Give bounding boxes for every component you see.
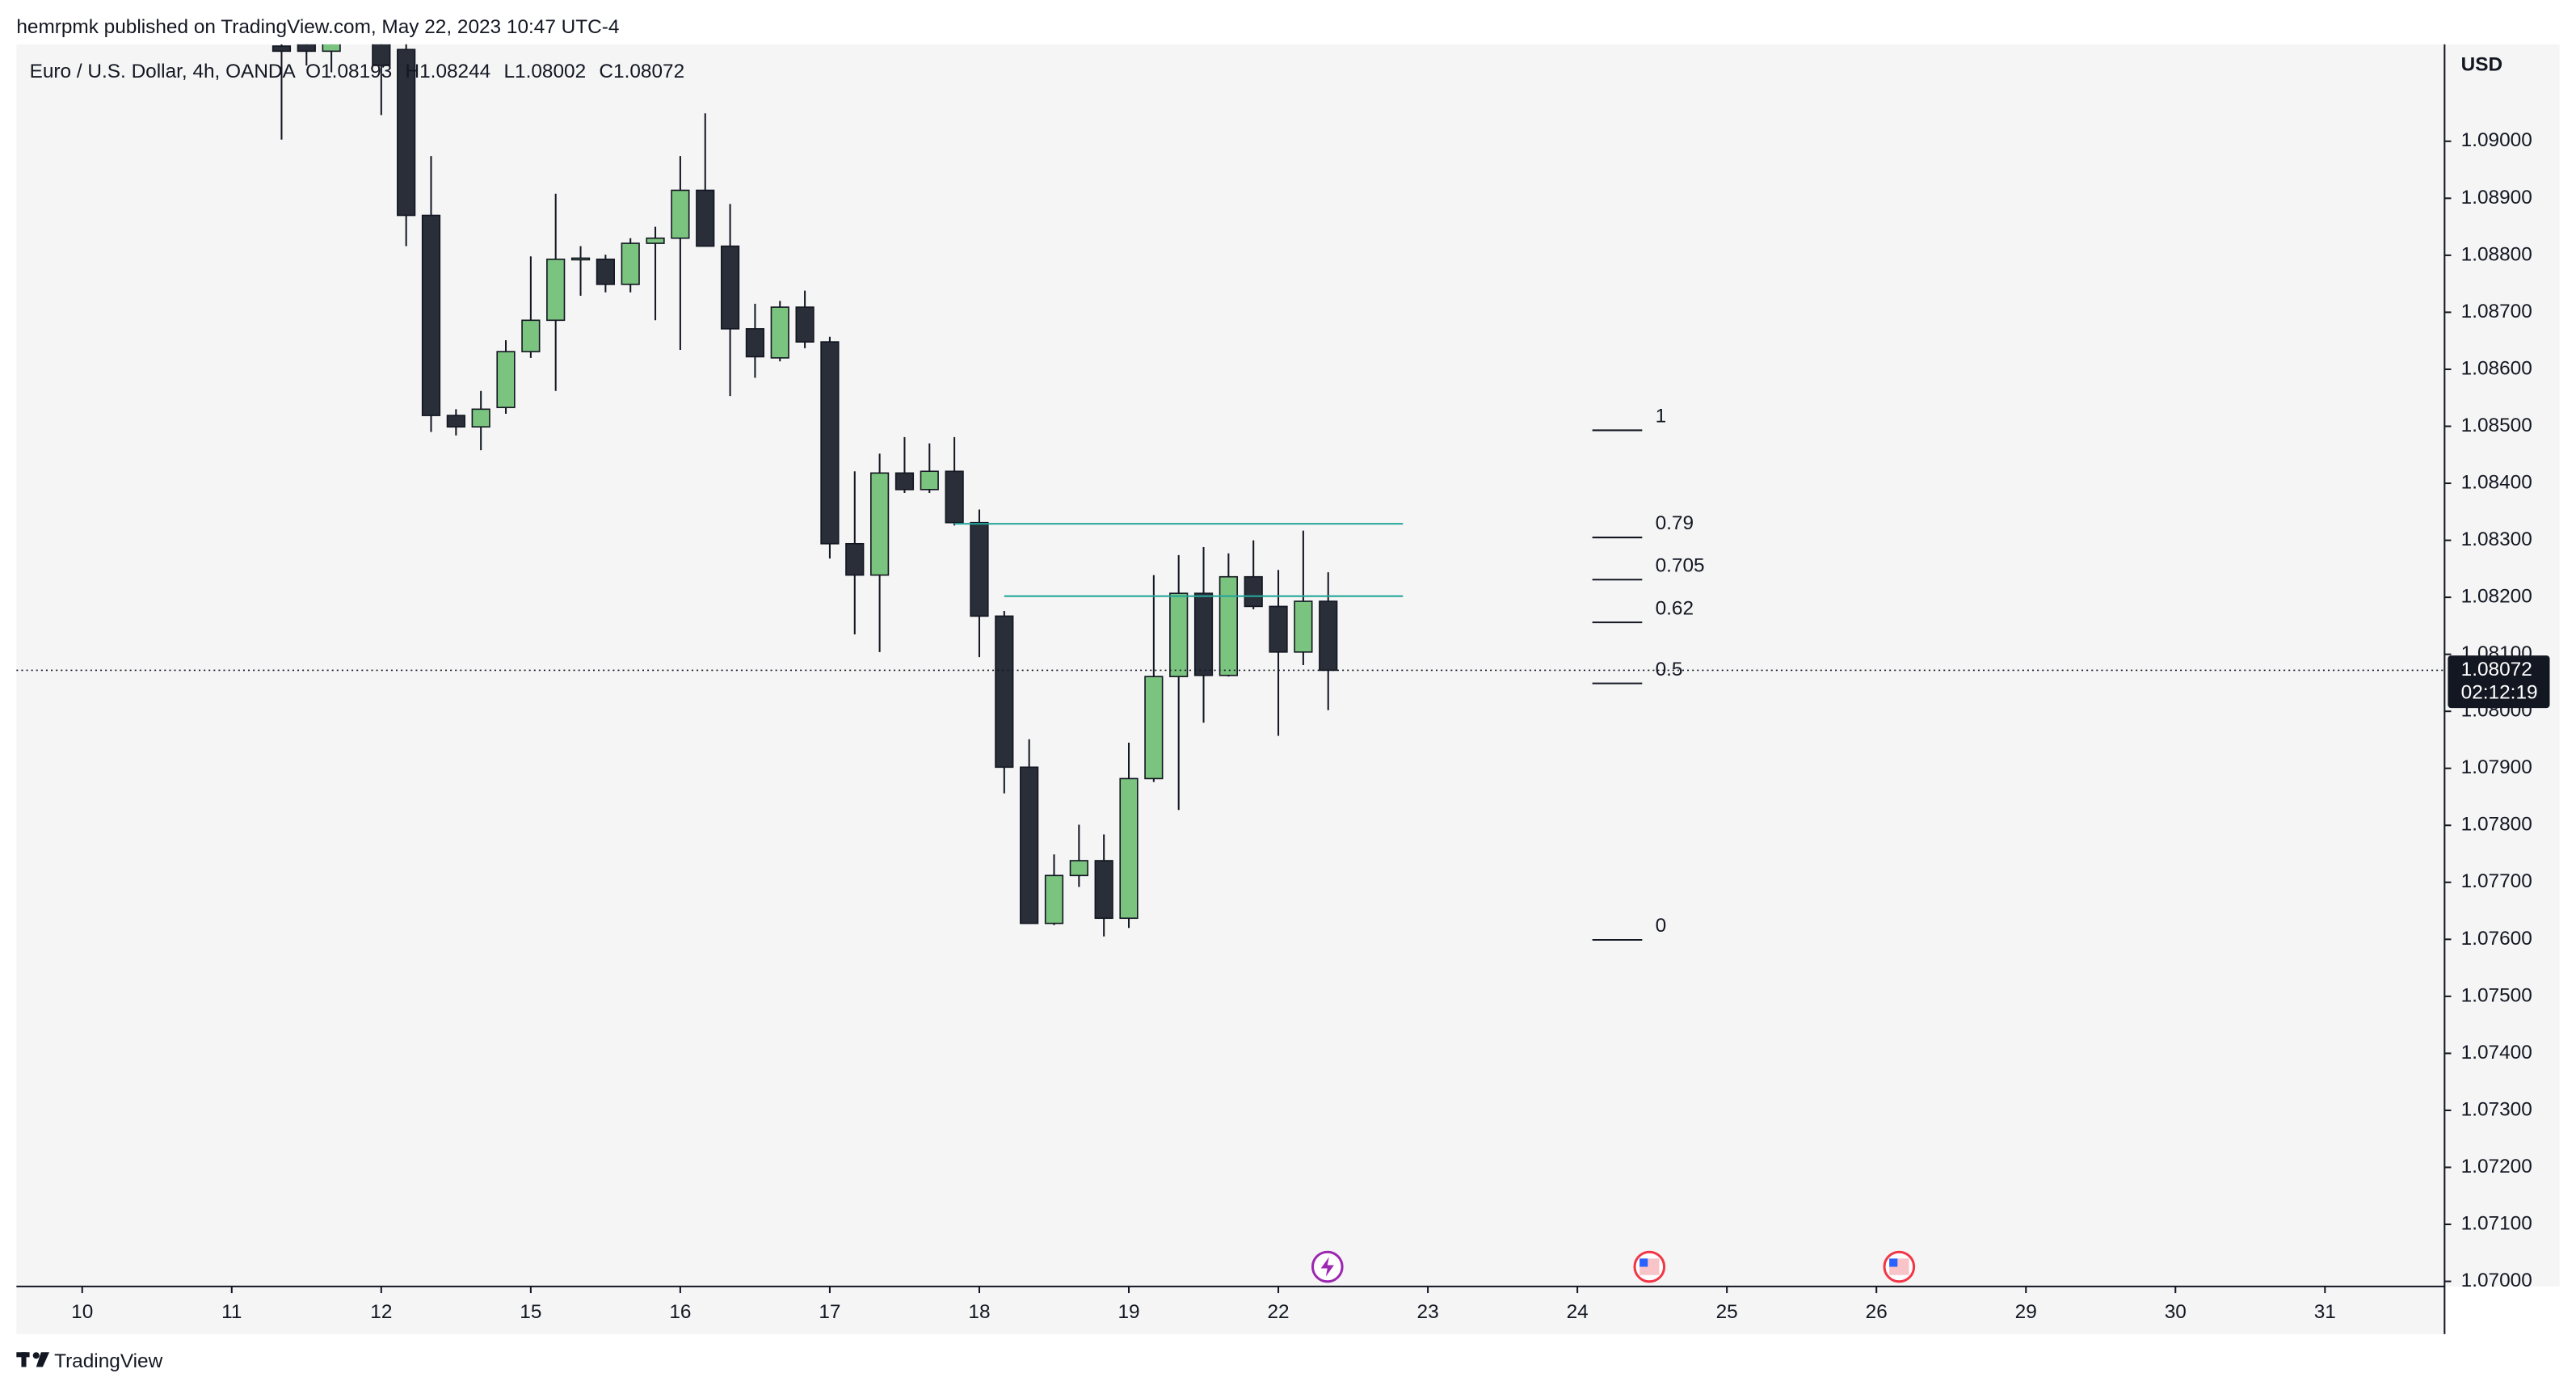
candle-body <box>271 45 292 53</box>
y-tick-label: 1.07600 <box>2461 928 2532 950</box>
y-tick-label: 1.07200 <box>2461 1156 2532 1177</box>
time-axis <box>16 1286 2445 1334</box>
candle-body <box>1244 575 1263 608</box>
fib-label: 0.705 <box>1656 554 1705 576</box>
candle-body <box>596 259 615 285</box>
fib-label: 1 <box>1656 406 1667 428</box>
y-tick-label: 1.07700 <box>2461 870 2532 892</box>
ohlc-value: L1.08002 <box>503 61 586 82</box>
x-tick-label: 23 <box>1417 1301 1439 1323</box>
candle-body <box>1269 605 1288 653</box>
y-tick-label: 1.08600 <box>2461 357 2532 379</box>
y-tick-label: 1.08400 <box>2461 471 2532 493</box>
candle-body <box>1219 575 1238 676</box>
currency: USD <box>2461 54 2502 76</box>
y-tick-label: 1.08800 <box>2461 243 2532 265</box>
fib-label: 0.5 <box>1656 659 1683 680</box>
candle-body <box>546 259 566 322</box>
x-tick-label: 15 <box>520 1301 541 1323</box>
y-tick-label: 1.07800 <box>2461 814 2532 836</box>
candle-body <box>671 189 690 239</box>
x-tick-label: 26 <box>1866 1301 1888 1323</box>
candle-body <box>446 415 465 428</box>
candle-body <box>297 44 316 53</box>
candle-body <box>1294 600 1313 653</box>
x-tick-label: 22 <box>1267 1301 1289 1323</box>
candle-body <box>1319 600 1338 672</box>
x-tick-label: 12 <box>370 1301 392 1323</box>
y-tick-label: 1.08500 <box>2461 415 2532 436</box>
y-tick-label: 1.08900 <box>2461 187 2532 208</box>
candle-body <box>795 306 814 343</box>
y-tick-label: 1.08200 <box>2461 586 2532 608</box>
candle-body <box>372 44 391 66</box>
candle-body <box>322 44 341 53</box>
event-icons <box>1311 1250 1916 1283</box>
candle-body <box>471 408 490 428</box>
fib-label: 0.62 <box>1656 597 1694 619</box>
candle-body <box>521 319 541 352</box>
plot-layer <box>271 44 1643 941</box>
ohlc-value: O1.08193 <box>305 61 392 82</box>
y-tick-label: 1.07000 <box>2461 1270 2532 1291</box>
fib-label: 0.79 <box>1656 512 1694 534</box>
y-tick-label: 1.07400 <box>2461 1042 2532 1064</box>
candle-body <box>820 341 840 545</box>
x-tick-label: 25 <box>1716 1301 1738 1323</box>
candle-body <box>1044 874 1064 925</box>
candle-body <box>696 189 715 247</box>
candle-body <box>845 542 865 576</box>
x-tick-label: 24 <box>1567 1301 1589 1323</box>
candle-body <box>421 214 441 416</box>
brand: TradingView <box>54 1350 163 1372</box>
candle-body <box>720 245 740 330</box>
x-tick-label: 11 <box>221 1301 242 1323</box>
ohlc-value: H1.08244 <box>406 61 491 82</box>
candle-body <box>1144 676 1164 780</box>
candle-body <box>1193 592 1214 676</box>
candle-body <box>945 470 964 524</box>
symbol: Euro / U.S. Dollar, 4h, OANDA <box>30 61 297 82</box>
candle-body <box>1169 592 1189 677</box>
candle-body <box>1094 860 1113 920</box>
y-tick-label: 1.07900 <box>2461 756 2532 778</box>
countdown: 02:12:19 <box>2461 681 2538 703</box>
x-tick-label: 19 <box>1118 1301 1139 1323</box>
ohlc-value: C1.08072 <box>599 61 684 82</box>
x-tick-label: 29 <box>2015 1301 2037 1323</box>
candle-body <box>745 328 765 358</box>
y-tick-label: 1.09000 <box>2461 129 2532 151</box>
y-tick-label: 1.08300 <box>2461 529 2532 550</box>
x-tick-label: 16 <box>669 1301 691 1323</box>
last-price-label: 1.08072 <box>2461 659 2532 680</box>
candle-body <box>920 470 939 491</box>
x-tick-label: 31 <box>2314 1301 2336 1323</box>
candle-body <box>770 306 789 359</box>
candle-body <box>870 472 890 576</box>
y-tick-label: 1.07100 <box>2461 1212 2532 1234</box>
candle-body <box>894 472 915 491</box>
y-tick-label: 1.08700 <box>2461 301 2532 322</box>
logo <box>16 1352 49 1367</box>
candle-body <box>570 257 591 261</box>
candle-body <box>1069 860 1088 877</box>
candle-body <box>970 521 989 617</box>
published: hemrpmk published on TradingView.com, Ma… <box>16 16 619 38</box>
last-price-box <box>2448 655 2550 709</box>
candle-body <box>621 242 640 285</box>
candle-body <box>1020 766 1039 925</box>
candle-body <box>995 615 1014 769</box>
fib-label: 0 <box>1656 915 1667 937</box>
candle-body <box>496 351 516 409</box>
candle-body <box>646 237 665 244</box>
x-tick-label: 17 <box>819 1301 840 1323</box>
x-tick-label: 10 <box>71 1301 93 1323</box>
y-tick-label: 1.07300 <box>2461 1098 2532 1120</box>
candle-body <box>397 48 416 217</box>
x-tick-label: 18 <box>968 1301 990 1323</box>
candle-body <box>1119 777 1139 920</box>
x-tick-label: 30 <box>2165 1301 2187 1323</box>
y-tick-label: 1.07500 <box>2461 984 2532 1006</box>
